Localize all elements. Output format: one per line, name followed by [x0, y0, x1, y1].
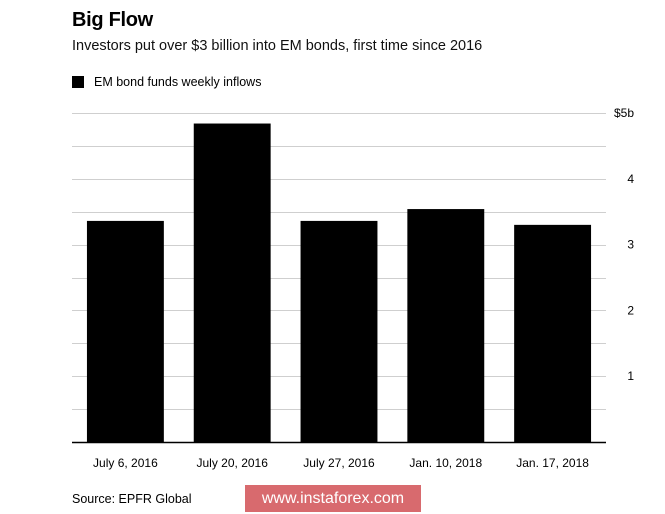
watermark[interactable]: www.instaforex.com — [245, 485, 421, 512]
x-axis-ticks: July 6, 2016 July 20, 2016 July 27, 2016 Ja… — [93, 456, 589, 470]
bar — [407, 209, 485, 442]
legend-label: EM bond funds weekly inflows — [94, 75, 262, 89]
bar — [300, 220, 378, 442]
source-note: Source: EPFR Global — [72, 492, 192, 506]
y-tick-label: $5b — [614, 106, 634, 120]
bar — [193, 123, 271, 442]
chart-subtitle: Investors put over $3 billion into EM bo… — [72, 38, 483, 54]
y-tick-label: 1 — [627, 369, 634, 383]
x-tick-label: Jan. 17, 2018 — [516, 456, 589, 470]
x-tick-label: July 6, 2016 — [93, 456, 158, 470]
y-tick-label: 4 — [627, 172, 634, 186]
bars — [72, 123, 606, 444]
y-tick-label: 3 — [627, 238, 634, 252]
bar — [514, 224, 592, 442]
x-tick-label: July 27, 2016 — [303, 456, 375, 470]
bar — [86, 220, 164, 442]
chart-title: Big Flow — [72, 9, 153, 31]
x-tick-label: July 20, 2016 — [197, 456, 269, 470]
legend: EM bond funds weekly inflows — [72, 75, 261, 89]
legend-swatch — [72, 76, 84, 88]
y-tick-label: 2 — [627, 303, 634, 317]
x-tick-label: Jan. 10, 2018 — [409, 456, 482, 470]
y-axis-ticks: 1 2 3 4 $5b — [614, 106, 634, 383]
